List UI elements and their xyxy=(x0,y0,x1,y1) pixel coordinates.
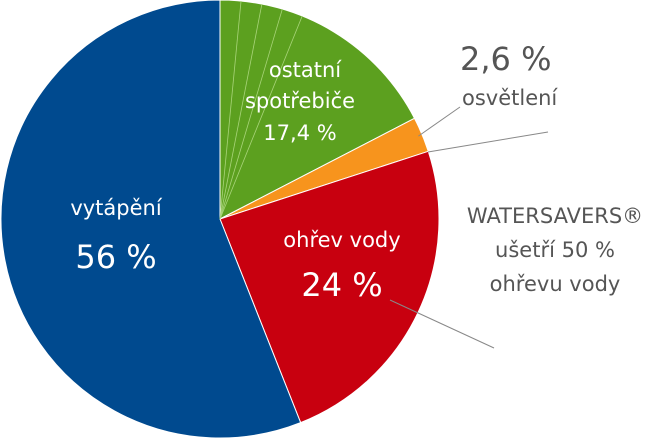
label-appliances-name-2: spotřebiče xyxy=(244,89,356,113)
label-lighting-value: 2,6 % xyxy=(460,40,552,78)
label-appliances-name-1: ostatní xyxy=(268,58,342,82)
label-appliances-value: 17,4 % xyxy=(263,121,337,145)
label-water-heating-name: ohřev vody xyxy=(283,228,401,252)
appliance-subdivision-line xyxy=(219,8,283,220)
label-water-heating-value: 24 % xyxy=(301,266,383,304)
slice-heating xyxy=(0,0,302,439)
appliance-subdivision-line xyxy=(219,0,242,220)
appliance-subdivision-line xyxy=(219,15,303,220)
annotation-line-1: WATERSAVERS® xyxy=(466,204,644,228)
label-heating-value: 56 % xyxy=(75,238,157,276)
annotation-line-3: ohřevu vody xyxy=(489,272,621,296)
leader-line-lighting-lower xyxy=(427,131,549,153)
slice-water-heating xyxy=(219,150,440,424)
appliance-subdivision-line xyxy=(219,3,263,220)
label-lighting-name: osvětlení xyxy=(462,86,558,110)
leader-line-water-heating xyxy=(389,299,495,349)
leader-line-lighting xyxy=(418,106,461,137)
label-heating-name: vytápění xyxy=(70,196,162,220)
annotation-line-2: ušetří 50 % xyxy=(495,238,615,262)
